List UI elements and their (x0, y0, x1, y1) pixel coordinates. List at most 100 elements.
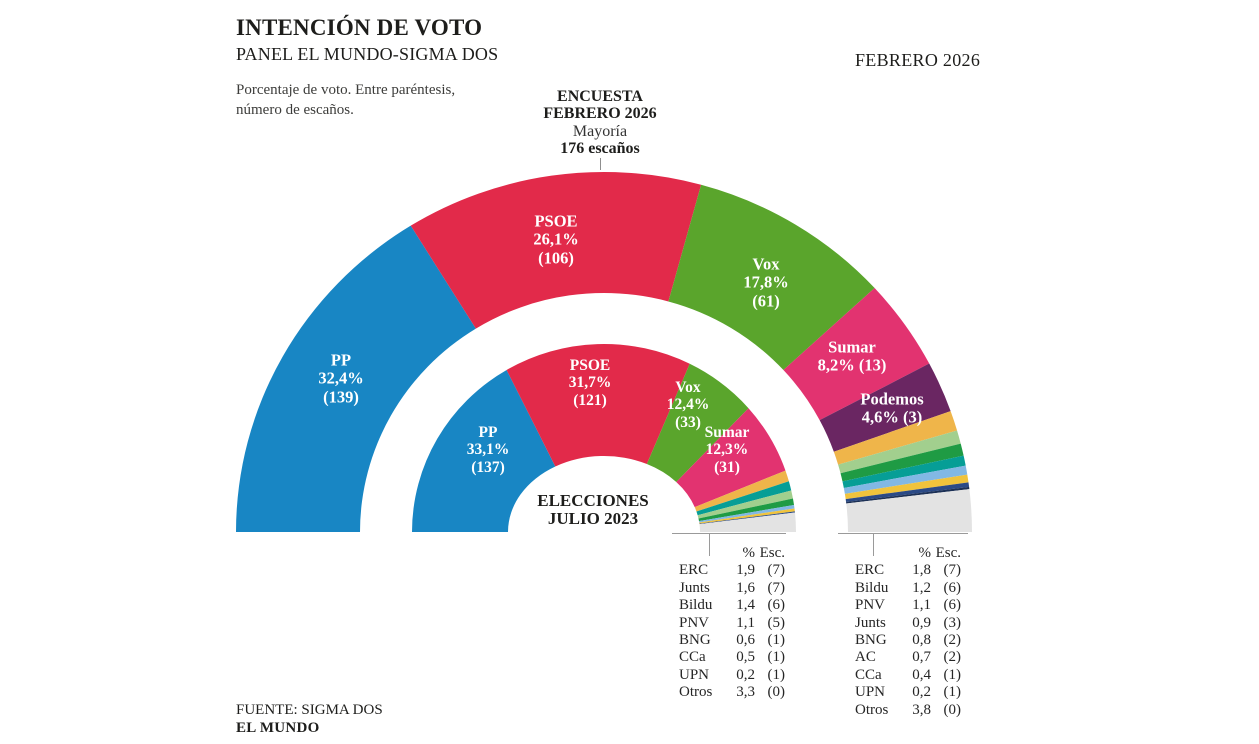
party-seats: (7) (767, 562, 786, 579)
party-seats: (6) (767, 597, 786, 614)
table-row-bng: BNG 0,8 (2) (855, 632, 961, 649)
party-name: CCa (855, 666, 882, 683)
party-seats: (7) (767, 579, 786, 596)
party-pct: 1,6 (736, 579, 755, 596)
chart-note-line1: Porcentaje de voto. Entre paréntesis, (236, 82, 456, 98)
minor-parties-table-2023: % Esc. ERC 1,9 (7) Junts 1,6 (7) Bildu 1,4 (6) PNV 1… (679, 545, 785, 702)
party-seats: (2) (943, 649, 962, 666)
party-name: Bildu (855, 579, 889, 596)
table-header-row: % Esc. (855, 545, 962, 562)
party-name: ERC (679, 562, 709, 579)
party-name: BNG (679, 632, 711, 649)
bracket-outer-minors (838, 533, 968, 534)
col-header-esc: Esc. (759, 545, 785, 561)
party-name: CCa (679, 649, 706, 666)
party-seats: (1) (943, 684, 962, 701)
party-seats: (0) (943, 701, 962, 718)
col-header-pct: % (918, 545, 932, 561)
party-pct: 0,8 (912, 632, 931, 649)
party-seats: (0) (767, 684, 786, 701)
party-pct: 0,6 (736, 632, 755, 649)
table-row-junts: Junts 1,6 (7) (679, 580, 785, 597)
party-pct: 1,1 (912, 597, 931, 614)
party-seats: (5) (767, 614, 786, 631)
table-row-upn: UPN 0,2 (1) (855, 684, 961, 701)
slice-inner-erc (694, 470, 789, 512)
col-header-pct: % (742, 545, 756, 561)
source-block: FUENTE: SIGMA DOS EL MUNDO (236, 701, 383, 738)
party-seats: (1) (767, 649, 786, 666)
table-row-cca: CCa 0,5 (1) (679, 649, 785, 666)
slice-outer-bildu (838, 430, 961, 474)
date-label: FEBRERO 2026 (855, 50, 981, 70)
annotation-escanos: 176 escaños (560, 139, 640, 157)
slice-inner-bildu (697, 490, 793, 519)
minor-parties-table-2026: % Esc. ERC 1,8 (7) Bildu 1,2 (6) PNV 1,1 (6) Junts 0… (855, 545, 961, 719)
table-header-row: % Esc. (679, 545, 786, 562)
annotation-encuesta: ENCUESTA FEBRERO 2026 Mayoría 176 escaño… (543, 88, 656, 157)
slice-outer-pnv (840, 443, 964, 482)
party-name: PNV (855, 597, 886, 614)
party-name: Junts (679, 579, 710, 596)
annotation-encuesta-line2: FEBRERO 2026 (543, 105, 657, 123)
slice-outer-podemos (819, 363, 951, 452)
slice-outer-junts (842, 455, 966, 488)
party-pct: 1,4 (736, 597, 755, 614)
table-row-bng: BNG 0,6 (1) (679, 632, 785, 649)
table-row-upn: UPN 0,2 (1) (679, 667, 785, 684)
slice-label-outer-psoe: PSOE 26,1% (106) (533, 211, 579, 268)
brand-text: EL MUNDO (236, 720, 320, 737)
slice-outer-cca (845, 482, 970, 503)
annotation-elecciones: ELECCIONES JULIO 2023 (537, 492, 648, 528)
table-row-otros: Otros 3,3 (0) (679, 684, 785, 701)
party-name: UPN (679, 666, 710, 683)
party-seats: (6) (943, 597, 962, 614)
party-name: Otros (855, 701, 889, 718)
slice-inner-junts (696, 481, 792, 516)
slice-outer-vox (668, 184, 875, 371)
annotation-elecciones-line2: JULIO 2023 (547, 508, 639, 528)
party-seats: (7) (943, 562, 962, 579)
table-row-junts: Junts 0,9 (3) (855, 615, 961, 632)
party-pct: 0,4 (912, 666, 931, 683)
slice-label-outer-vox: Vox 17,8% (61) (743, 254, 789, 311)
party-name: UPN (855, 684, 886, 701)
party-pct: 0,2 (912, 684, 931, 701)
party-pct: 1,8 (912, 562, 931, 579)
party-pct: 0,5 (736, 649, 755, 666)
party-seats: (1) (767, 632, 786, 649)
party-name: PNV (679, 614, 710, 631)
slice-inner-bng (699, 504, 795, 523)
party-pct: 1,2 (912, 579, 931, 596)
slice-inner-otros (699, 512, 796, 532)
slice-label-inner-sumar: Sumar 12,3% (31) (704, 423, 750, 476)
chart-note-line2: número de escaños. (236, 101, 354, 118)
slice-outer-bng (843, 465, 968, 494)
table-row-bildu: Bildu 1,4 (6) (679, 597, 785, 614)
slice-label-inner-pp: PP 33,1% (137) (466, 423, 510, 476)
slice-outer-erc (833, 411, 958, 465)
party-pct: 1,9 (736, 562, 755, 579)
slice-label-inner-vox: Vox 12,4% (33) (666, 378, 710, 431)
slice-inner-pp (412, 369, 556, 532)
bracket-inner-minors (672, 533, 786, 534)
slice-inner-psoe (506, 344, 690, 467)
bracket-outer-tick (873, 533, 874, 556)
party-pct: 1,1 (736, 614, 755, 631)
bracket-inner-tick (709, 533, 710, 556)
party-name: Bildu (679, 597, 713, 614)
table-row-erc: ERC 1,8 (7) (855, 562, 961, 579)
party-name: AC (855, 649, 876, 666)
slice-inner-upn (699, 511, 795, 525)
slice-outer-psoe (410, 171, 702, 329)
slice-inner-vox (646, 363, 749, 482)
party-name: BNG (855, 632, 887, 649)
slice-inner-sumar (676, 408, 786, 508)
table-row-ac: AC 0,7 (2) (855, 649, 961, 666)
party-pct: 0,2 (736, 666, 755, 683)
slice-label-outer-sumar: Sumar 8,2% (13) (817, 337, 887, 375)
party-pct: 3,3 (736, 684, 755, 701)
slice-outer-sumar (783, 288, 930, 421)
